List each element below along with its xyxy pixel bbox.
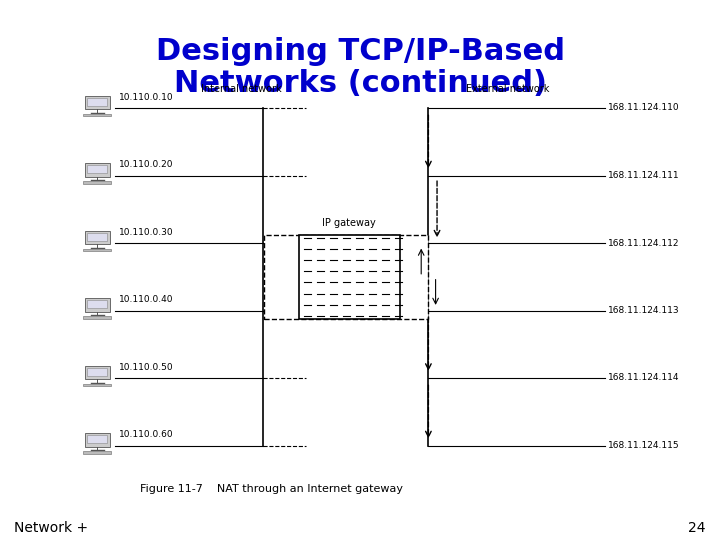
Bar — [87, 435, 107, 443]
Bar — [85, 163, 109, 177]
Bar — [84, 383, 111, 386]
Bar — [85, 231, 109, 244]
Text: Figure 11-7    NAT through an Internet gateway: Figure 11-7 NAT through an Internet gate… — [140, 484, 403, 494]
Bar — [87, 368, 107, 376]
Bar — [85, 433, 109, 447]
Bar — [87, 98, 107, 106]
Text: 168.11.124.111: 168.11.124.111 — [608, 171, 680, 180]
Text: 24: 24 — [688, 521, 706, 535]
Text: 168.11.124.115: 168.11.124.115 — [608, 441, 680, 450]
Bar — [85, 298, 109, 312]
Bar — [87, 300, 107, 308]
Bar — [264, 235, 428, 319]
Bar — [84, 113, 111, 116]
Text: 168.11.124.114: 168.11.124.114 — [608, 374, 680, 382]
Text: Internal network: Internal network — [201, 84, 282, 94]
Bar — [85, 366, 109, 379]
Text: 10.110.0.30: 10.110.0.30 — [119, 227, 174, 237]
Text: 10.110.0.60: 10.110.0.60 — [119, 430, 174, 439]
Text: External network: External network — [466, 84, 549, 94]
Text: 10.110.0.20: 10.110.0.20 — [119, 160, 174, 169]
Bar — [87, 233, 107, 241]
Bar — [84, 451, 111, 454]
Bar — [84, 248, 111, 251]
Text: Networks (continued): Networks (continued) — [174, 69, 546, 98]
Bar — [85, 96, 109, 109]
Text: 10.110.0.10: 10.110.0.10 — [119, 92, 174, 102]
Text: 168.11.124.113: 168.11.124.113 — [608, 306, 680, 315]
Bar — [84, 316, 111, 319]
Text: 168.11.124.110: 168.11.124.110 — [608, 104, 680, 112]
Bar — [87, 165, 107, 173]
Text: 168.11.124.112: 168.11.124.112 — [608, 239, 680, 247]
Text: Network +: Network + — [14, 521, 89, 535]
Text: 10.110.0.50: 10.110.0.50 — [119, 362, 174, 372]
Text: Designing TCP/IP-Based: Designing TCP/IP-Based — [156, 37, 564, 66]
Text: 10.110.0.40: 10.110.0.40 — [119, 295, 174, 304]
Text: IP gateway: IP gateway — [323, 218, 376, 228]
Bar — [84, 181, 111, 184]
Bar — [299, 235, 400, 319]
